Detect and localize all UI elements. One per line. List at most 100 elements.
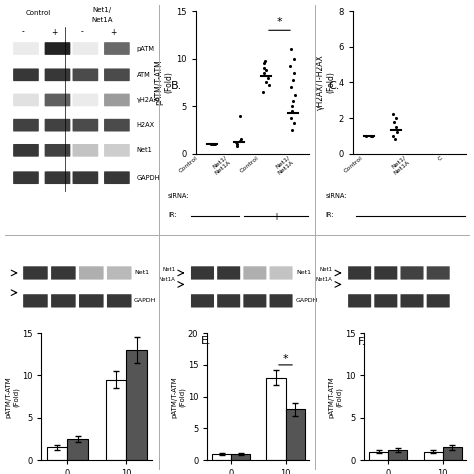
FancyBboxPatch shape	[45, 119, 70, 131]
Point	[210, 140, 217, 148]
FancyBboxPatch shape	[73, 119, 98, 131]
Point	[288, 126, 295, 134]
Bar	[369, 452, 388, 460]
Point	[286, 63, 294, 70]
FancyBboxPatch shape	[13, 42, 39, 55]
Point	[368, 132, 376, 140]
FancyBboxPatch shape	[13, 68, 39, 81]
Point	[207, 140, 215, 148]
Y-axis label: pATM/T-ATM
(Fold): pATM/T-ATM (Fold)	[328, 376, 342, 418]
FancyBboxPatch shape	[73, 94, 98, 106]
Text: Net1/: Net1/	[92, 7, 111, 13]
Point	[262, 79, 270, 86]
FancyBboxPatch shape	[243, 266, 266, 280]
Point	[363, 132, 370, 140]
Point	[237, 136, 245, 143]
Point	[287, 46, 295, 53]
Point	[232, 138, 240, 146]
Text: IR:: IR:	[325, 212, 334, 218]
Y-axis label: pATM/T-ATM
(Fold): pATM/T-ATM (Fold)	[172, 376, 185, 418]
Text: H2AX: H2AX	[137, 122, 155, 128]
Y-axis label: pATM/T-ATM
(Fold): pATM/T-ATM (Fold)	[6, 376, 19, 418]
FancyBboxPatch shape	[427, 294, 450, 308]
Point	[209, 140, 216, 148]
Text: γH2AX: γH2AX	[137, 97, 159, 103]
FancyBboxPatch shape	[51, 294, 76, 308]
Text: siRNA:: siRNA:	[325, 193, 346, 199]
Point	[236, 112, 244, 119]
Bar	[231, 454, 250, 460]
FancyBboxPatch shape	[51, 266, 76, 280]
FancyBboxPatch shape	[374, 294, 397, 308]
FancyBboxPatch shape	[13, 94, 39, 106]
FancyBboxPatch shape	[13, 172, 39, 184]
FancyBboxPatch shape	[348, 266, 371, 280]
Text: Net1A: Net1A	[91, 17, 112, 23]
Text: pATM: pATM	[137, 46, 155, 52]
Bar	[46, 447, 67, 460]
Y-axis label: γH2AX/T-H2AX
(Fold): γH2AX/T-H2AX (Fold)	[316, 55, 336, 110]
Point	[287, 83, 295, 91]
Point	[233, 142, 240, 150]
FancyBboxPatch shape	[270, 294, 292, 308]
Point	[260, 69, 268, 77]
Text: Net1A: Net1A	[159, 277, 176, 282]
Point	[390, 118, 397, 126]
Point	[392, 114, 400, 122]
Text: Control: Control	[343, 155, 364, 173]
FancyBboxPatch shape	[374, 266, 397, 280]
Text: −: −	[407, 212, 415, 222]
FancyBboxPatch shape	[104, 42, 130, 55]
Point	[291, 91, 299, 99]
Point	[265, 82, 273, 89]
FancyBboxPatch shape	[401, 294, 424, 308]
FancyBboxPatch shape	[73, 68, 98, 81]
Point	[290, 119, 298, 127]
Text: B.: B.	[171, 81, 182, 91]
Point	[289, 98, 297, 105]
Point	[392, 123, 400, 131]
Point	[233, 140, 240, 148]
Text: GAPDH: GAPDH	[134, 298, 156, 303]
Text: ATM: ATM	[137, 72, 151, 78]
Text: −: −	[210, 212, 219, 222]
FancyBboxPatch shape	[401, 266, 424, 280]
FancyBboxPatch shape	[45, 172, 70, 184]
Point	[259, 88, 267, 96]
FancyBboxPatch shape	[104, 119, 130, 131]
Bar	[388, 450, 407, 460]
Text: *: *	[283, 354, 288, 364]
FancyBboxPatch shape	[104, 94, 130, 106]
Text: siRNA:: siRNA:	[168, 193, 190, 199]
Point	[367, 132, 375, 140]
Text: Net1: Net1	[137, 147, 153, 153]
Point	[288, 102, 296, 110]
Text: Net1/
Net1A: Net1/ Net1A	[210, 155, 232, 176]
FancyBboxPatch shape	[45, 94, 70, 106]
Point	[290, 69, 297, 77]
FancyBboxPatch shape	[45, 68, 70, 81]
Text: -: -	[21, 27, 24, 36]
Text: GAPDH: GAPDH	[296, 298, 319, 303]
Text: Net1: Net1	[319, 267, 333, 272]
Text: Control: Control	[178, 155, 199, 173]
FancyBboxPatch shape	[104, 68, 130, 81]
FancyBboxPatch shape	[45, 42, 70, 55]
FancyBboxPatch shape	[73, 144, 98, 157]
FancyBboxPatch shape	[23, 294, 48, 308]
Text: GAPDH: GAPDH	[137, 175, 160, 181]
Bar	[285, 410, 305, 460]
Text: F.: F.	[358, 337, 366, 347]
Bar	[67, 439, 88, 460]
FancyBboxPatch shape	[191, 266, 214, 280]
Point	[260, 64, 268, 72]
Text: Net1A: Net1A	[316, 277, 333, 282]
FancyBboxPatch shape	[217, 266, 240, 280]
FancyBboxPatch shape	[13, 144, 39, 157]
FancyBboxPatch shape	[427, 266, 450, 280]
Point	[288, 107, 295, 115]
FancyBboxPatch shape	[79, 294, 104, 308]
Y-axis label: pATM/T-ATM
(Fold): pATM/T-ATM (Fold)	[154, 60, 173, 105]
Text: +: +	[110, 27, 117, 36]
FancyBboxPatch shape	[45, 144, 70, 157]
